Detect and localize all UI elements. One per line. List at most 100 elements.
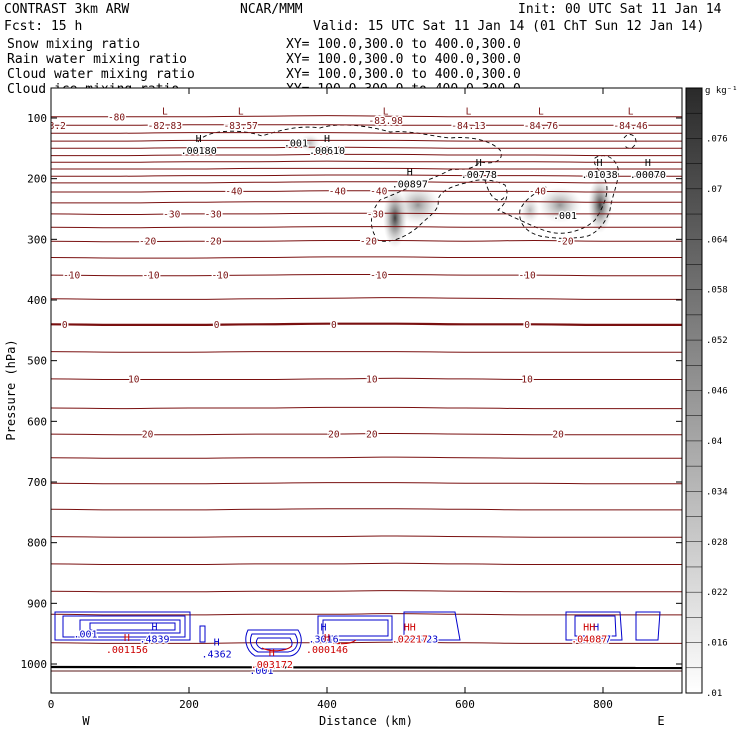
y-tick-label: 900 — [27, 597, 47, 610]
temperature-contour-line — [51, 160, 682, 163]
extremum-value: .4267 — [581, 635, 611, 646]
colorbar-units: g kg⁻¹ — [705, 86, 738, 96]
temperature-label: -84.46 — [613, 121, 648, 132]
low-marker: L — [162, 106, 168, 117]
temperature-contour-line — [51, 351, 682, 353]
temperature-label: -20 — [205, 237, 222, 248]
y-tick-label: 300 — [27, 233, 47, 246]
extremum-value: .4362 — [202, 650, 232, 661]
temperature-label: 0 — [214, 320, 220, 331]
colorbar-tick-label: .046 — [706, 387, 728, 397]
temperature-label: -10 — [63, 271, 80, 282]
extremum-value: .01038 — [581, 170, 617, 181]
west-label: W — [82, 714, 90, 728]
plot-frame — [50, 87, 683, 694]
cloud-water-outline — [54, 611, 191, 641]
temperature-contour-line — [51, 613, 682, 616]
temperature-label: -30 — [367, 209, 384, 220]
colorbar-tick-label: .01 — [706, 689, 722, 699]
extremum-value: .4839 — [139, 635, 169, 646]
colorbar-tick-label: .016 — [706, 639, 728, 649]
cloud-water-outline — [403, 611, 461, 641]
temperature-contour-line — [51, 167, 682, 170]
temperature-contour-line — [51, 124, 682, 126]
east-label: E — [657, 714, 664, 728]
temperature-label: -40 — [225, 186, 242, 197]
temperature-contour-line — [51, 590, 682, 593]
cloud-water-outline — [317, 615, 393, 641]
temperature-label: -40 — [370, 186, 387, 197]
colorbar-tick-label: .058 — [706, 286, 728, 296]
colorbar-tick-label: .052 — [706, 336, 728, 346]
colorbar-ticks: .01 .016 .022 .028 .034 .04 .046 .052 .058 .064 .0… — [686, 87, 728, 699]
extremum-value: .04087 — [571, 635, 607, 646]
colorbar-tick-label: .076 — [706, 134, 728, 144]
temperature-contour-line — [51, 377, 682, 381]
extremum-marker: H — [407, 168, 413, 179]
snow-core — [520, 196, 540, 224]
temperature-label: 83.2 — [43, 121, 66, 132]
cloud-water-outline — [635, 611, 661, 641]
colorbar: .01 .016 .022 .028 .034 .04 .046 .052 .058 .064 .0… — [685, 86, 738, 699]
extremum-marker: HH — [404, 623, 416, 634]
temperature-label: -84.76 — [524, 121, 559, 132]
cloud-water-outline — [245, 629, 302, 657]
extremum-value: .001 — [249, 666, 273, 677]
temperature-contour-line — [51, 535, 682, 538]
cloud-water-outline — [249, 633, 298, 653]
cloud-water-outline — [565, 611, 623, 641]
cloud-water-outline — [199, 625, 206, 643]
extremum-marker: H — [151, 623, 157, 634]
cloud-ice-outline — [484, 179, 506, 201]
temperature-label: -30 — [163, 209, 180, 220]
temperature-contour-line — [51, 132, 682, 134]
temperature-contour-line — [51, 226, 682, 229]
cloud-water-outline — [62, 615, 186, 638]
temperature-contour-line — [51, 153, 682, 157]
temperature-label: 10 — [521, 374, 533, 385]
temperature-label: 20 — [328, 430, 340, 441]
rain-water-contours — [261, 639, 357, 652]
cloud-ice-contours — [197, 124, 637, 242]
cloud-ice-outline — [197, 124, 619, 242]
cloud-water-outline — [79, 619, 181, 634]
y-tick-label: 500 — [27, 355, 47, 368]
temperature-contour-line — [51, 322, 682, 326]
extremum-value: .000146 — [306, 645, 348, 656]
temperature-label: -83.57 — [224, 121, 258, 132]
x-tick-label: 200 — [179, 698, 199, 711]
x-tick-label: 0 — [48, 698, 55, 711]
colorbar-tick-label: .064 — [706, 235, 728, 245]
field-name-snow: Snow mixing ratio — [7, 37, 140, 52]
temperature-contour-line — [51, 174, 682, 177]
cloud-water-outline — [574, 615, 617, 637]
temperature-contour-line — [51, 456, 682, 459]
snow-core — [396, 185, 440, 225]
colorbar-tick-label: .028 — [706, 538, 728, 548]
temperature-contour-line — [51, 562, 682, 566]
temperature-contour-line — [51, 432, 682, 436]
extremum-marker: H — [593, 623, 599, 634]
y-tick-label: 600 — [27, 415, 47, 428]
temperature-label: -20 — [556, 237, 573, 248]
temperature-contour-line — [51, 139, 682, 142]
extremum-value: .001 — [284, 138, 308, 149]
temperature-label: 0 — [524, 320, 530, 331]
temperature-contour-line — [51, 212, 682, 216]
temperature-label: -20 — [360, 237, 377, 248]
temperature-contour-line — [51, 508, 682, 511]
field-name-cloud-water: Cloud water mixing ratio — [7, 67, 195, 82]
valid-time: Valid: 15 UTC Sat 11 Jan 14 (01 ChT Sun … — [313, 19, 704, 34]
temperature-label: -84.13 — [451, 121, 485, 132]
y-tick-label: 700 — [27, 476, 47, 489]
low-marker: L — [238, 106, 244, 117]
ground-line — [51, 665, 682, 670]
y-axis-label: Pressure (hPa) — [4, 339, 18, 440]
extremum-value: .00778 — [461, 170, 497, 181]
extremum-marker: H — [124, 633, 130, 644]
low-marker: L — [538, 106, 544, 117]
y-tick-label: 100 — [27, 112, 47, 125]
temperature-contour-line — [51, 273, 682, 277]
temperature-label: 10 — [366, 374, 378, 385]
